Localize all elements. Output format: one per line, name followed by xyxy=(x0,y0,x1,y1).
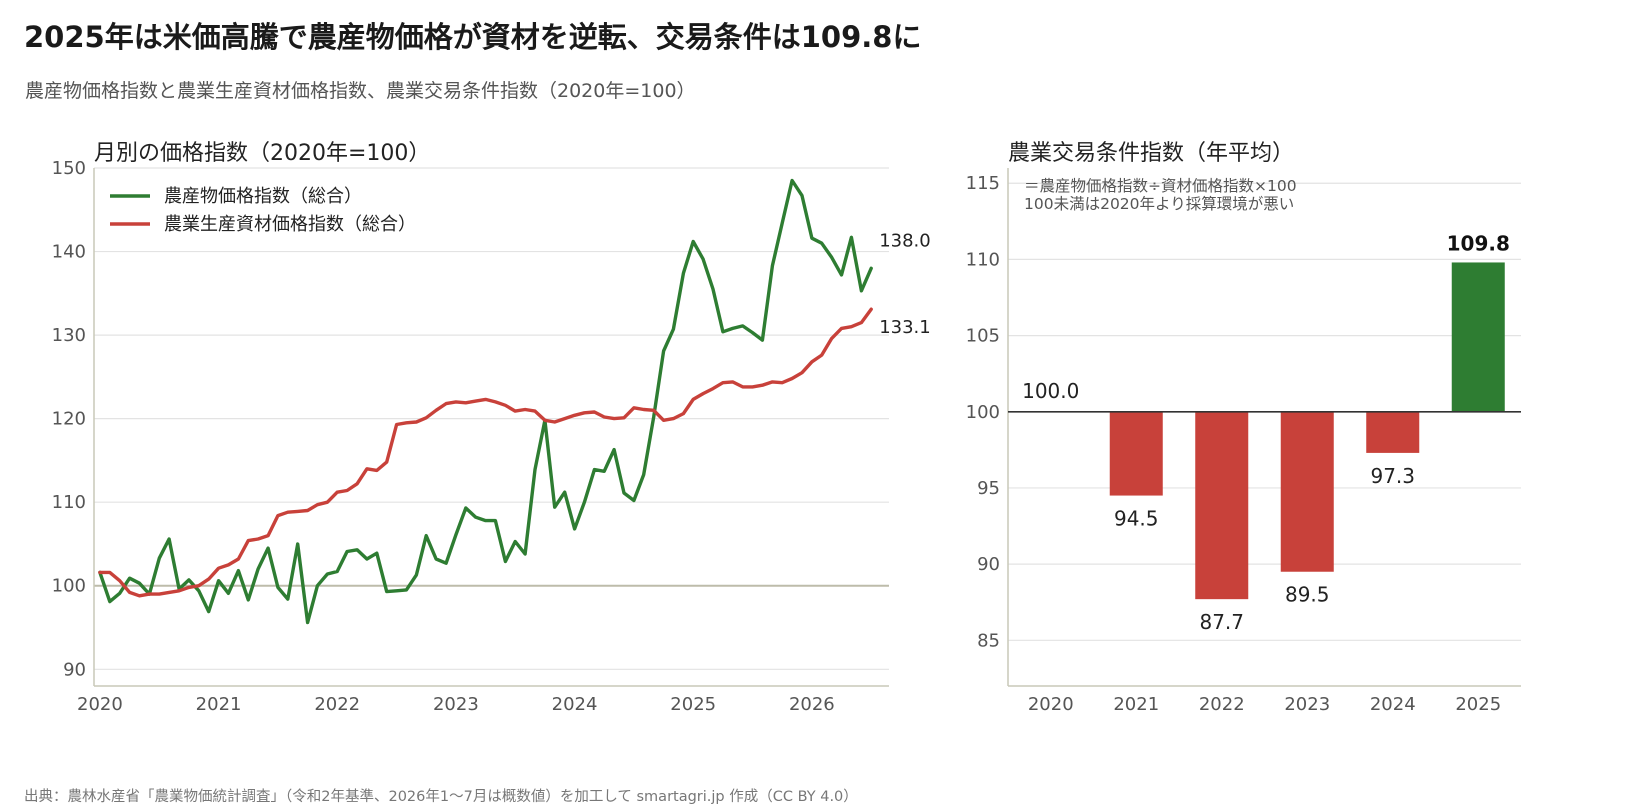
y-tick-label: 150 xyxy=(52,158,86,179)
bar-value-label: 97.3 xyxy=(1370,464,1415,488)
bar xyxy=(1109,411,1163,496)
y-tick-label: 100 xyxy=(52,576,86,597)
x-tick-label: 2025 xyxy=(670,694,716,715)
x-tick-label: 2024 xyxy=(552,694,598,715)
y-tick-label: 105 xyxy=(966,326,1000,347)
annotation-note: ＝農産物価格指数÷資材価格指数×100 xyxy=(1024,177,1297,195)
bar-value-label: 109.8 xyxy=(1447,231,1510,255)
bar xyxy=(1280,411,1334,572)
series-end-label: 138.0 xyxy=(879,230,931,251)
chart-subtitle: 農産物価格指数と農業生産資材価格指数、農業交易条件指数（2020年=100） xyxy=(25,80,696,102)
y-tick-label: 140 xyxy=(52,242,86,263)
source-note: 出典：農林水産省「農業物価統計調査」（令和2年基準、2026年1〜7月は概数値）… xyxy=(24,789,858,805)
bar-value-label: 100.0 xyxy=(1022,379,1079,403)
legend-label: 農業生産資材価格指数（総合） xyxy=(164,214,416,235)
y-tick-label: 120 xyxy=(52,409,86,430)
line-chart: 90 100 110 120 130 140 150 2020 2021 2022 2023 2024… xyxy=(52,158,931,715)
series-line xyxy=(98,178,873,625)
bar-value-label: 94.5 xyxy=(1114,507,1159,531)
x-tick-label: 2021 xyxy=(196,694,242,715)
series-line xyxy=(98,307,873,598)
x-tick-label: 2021 xyxy=(1113,694,1159,715)
x-tick-label: 2026 xyxy=(789,694,835,715)
y-tick-label: 90 xyxy=(977,554,1000,575)
y-tick-label: 130 xyxy=(52,325,86,346)
y-tick-label: 90 xyxy=(63,659,86,680)
series-end-label: 133.1 xyxy=(879,317,931,338)
line-panel-title: 月別の価格指数（2020年=100） xyxy=(94,141,431,166)
annotation-note: 100未満は2020年より採算環境が悪い xyxy=(1024,194,1294,213)
x-tick-label: 2024 xyxy=(1370,694,1416,715)
x-tick-label: 2023 xyxy=(1284,694,1330,715)
bar-value-label: 89.5 xyxy=(1285,583,1330,607)
y-tick-label: 110 xyxy=(52,492,86,513)
y-tick-label: 95 xyxy=(977,478,1000,499)
legend-label: 農産物価格指数（総合） xyxy=(164,186,362,207)
x-tick-label: 2023 xyxy=(433,694,479,715)
y-tick-label: 110 xyxy=(966,249,1000,270)
bar xyxy=(1451,262,1505,412)
bar-panel-title: 農業交易条件指数（年平均） xyxy=(1008,141,1295,166)
y-tick-label: 100 xyxy=(966,402,1000,423)
bar xyxy=(1366,411,1420,453)
bar-chart: 85 90 95 100 105 110 115 100.0 2020 94.5 2021 87.7 2… xyxy=(966,168,1521,715)
bar xyxy=(1195,411,1249,600)
x-tick-label: 2025 xyxy=(1455,694,1501,715)
x-tick-label: 2020 xyxy=(1028,694,1074,715)
x-tick-label: 2022 xyxy=(1199,694,1245,715)
x-tick-label: 2022 xyxy=(314,694,360,715)
y-tick-label: 115 xyxy=(966,173,1000,194)
x-tick-label: 2020 xyxy=(77,694,123,715)
y-tick-label: 85 xyxy=(977,630,1000,651)
bar-value-label: 87.7 xyxy=(1199,610,1244,634)
chart-title: 2025年は米価高騰で農産物価格が資材を逆転、交易条件は109.8に xyxy=(24,20,922,54)
